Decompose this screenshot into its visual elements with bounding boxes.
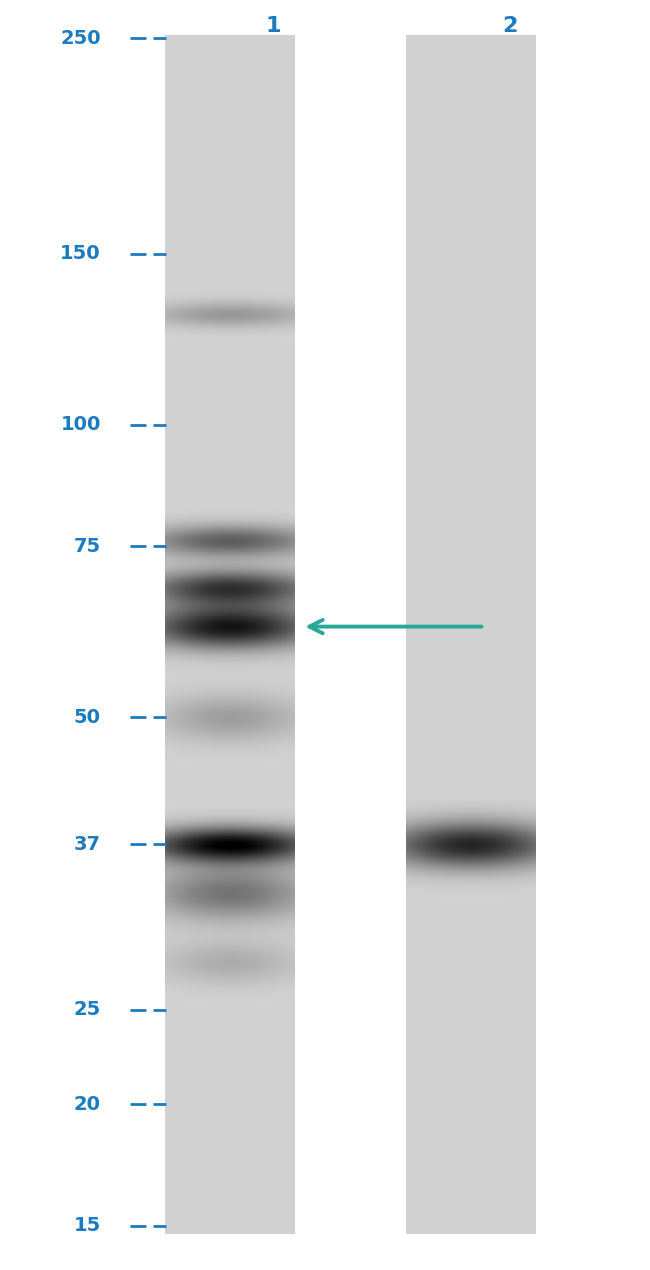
Text: 75: 75 xyxy=(73,537,101,556)
Text: 2: 2 xyxy=(502,15,518,36)
Text: 150: 150 xyxy=(60,244,101,263)
Text: 1: 1 xyxy=(265,15,281,36)
Text: 20: 20 xyxy=(73,1095,101,1114)
Text: 15: 15 xyxy=(73,1217,101,1234)
Text: 250: 250 xyxy=(60,29,101,47)
Text: 100: 100 xyxy=(60,415,101,434)
Text: 25: 25 xyxy=(73,1001,101,1020)
Text: 37: 37 xyxy=(73,834,101,853)
Text: 50: 50 xyxy=(73,707,101,726)
